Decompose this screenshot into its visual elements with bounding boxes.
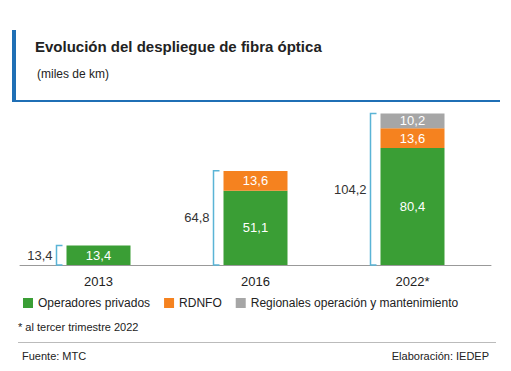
- svg-text:Regionales operación y manteni: Regionales operación y mantenimiento: [251, 296, 459, 310]
- svg-text:Elaboración: IEDEP: Elaboración: IEDEP: [392, 350, 489, 362]
- svg-text:Operadores privados: Operadores privados: [38, 296, 150, 310]
- svg-text:RDNFO: RDNFO: [179, 296, 222, 310]
- svg-text:* al tercer trimestre 2022: * al tercer trimestre 2022: [18, 321, 138, 333]
- svg-text:10,2: 10,2: [400, 113, 425, 128]
- svg-text:2013: 2013: [84, 274, 113, 289]
- svg-text:104,2: 104,2: [334, 182, 367, 197]
- svg-text:13,4: 13,4: [27, 248, 52, 263]
- svg-text:2016: 2016: [241, 274, 270, 289]
- svg-text:80,4: 80,4: [400, 199, 425, 214]
- svg-text:Fuente: MTC: Fuente: MTC: [22, 350, 86, 362]
- svg-text:51,1: 51,1: [243, 220, 268, 235]
- svg-text:64,8: 64,8: [184, 210, 209, 225]
- svg-text:(miles de km): (miles de km): [37, 67, 109, 81]
- svg-text:13,6: 13,6: [400, 131, 425, 146]
- svg-text:2022*: 2022*: [396, 274, 430, 289]
- svg-text:Evolución del despliegue de fi: Evolución del despliegue de fibra óptica: [35, 38, 322, 55]
- svg-text:13,4: 13,4: [86, 248, 111, 263]
- svg-text:13,6: 13,6: [243, 173, 268, 188]
